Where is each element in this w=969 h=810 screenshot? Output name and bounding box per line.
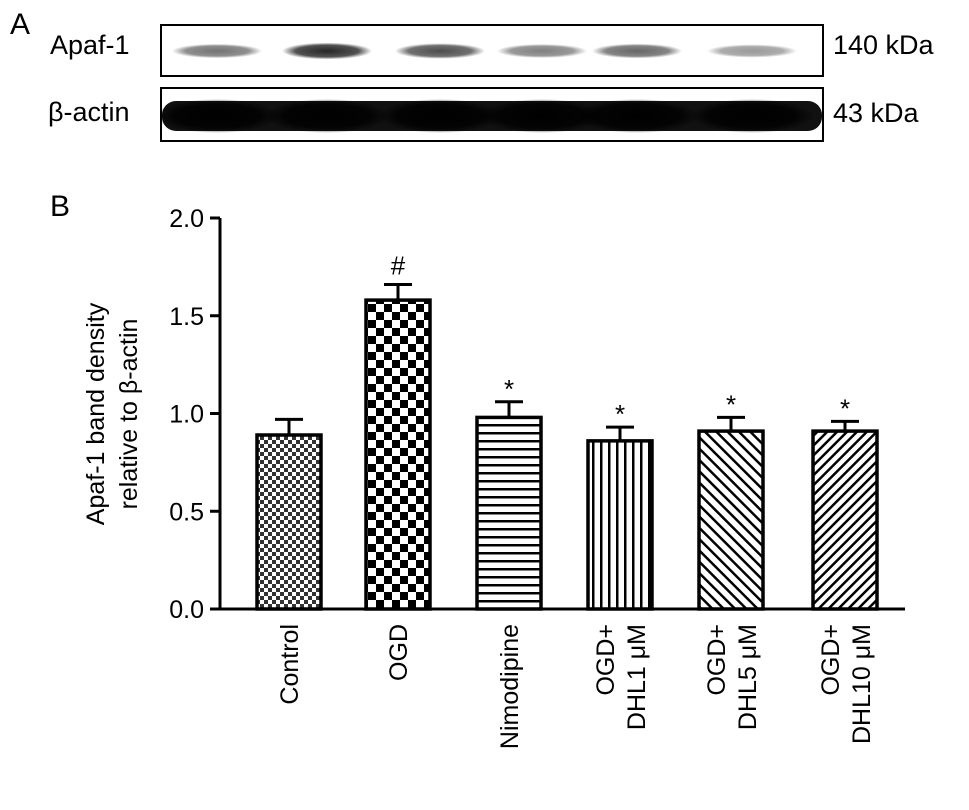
category-label: Nimodipine [496,624,524,749]
panel-b-letter: B [50,190,71,223]
bar [475,415,543,611]
bar [697,429,765,611]
y-tick-label: 0.0 [169,596,204,624]
blot-band [479,99,605,133]
blot-band [689,99,815,133]
category-label: OGD+ DHL10 μM [817,624,876,744]
category-label: OGD+ DHL1 μM [592,624,651,730]
blot-band [162,99,280,133]
blot-band [282,42,372,60]
bar [255,433,323,611]
blot-band [707,44,797,58]
bar [364,298,432,611]
apaf1-bands [172,42,797,60]
y-tick-label: 1.5 [169,303,204,331]
category-label: OGD+ DHL5 μM [703,624,762,730]
y-tick-label: 1.0 [169,401,204,429]
category-label: Control [276,624,304,705]
y-tick-label: 0.5 [169,498,204,526]
significance-marker: * [840,393,850,423]
actin-bands [162,99,822,133]
significance-marker: * [615,399,625,429]
blot-mw-actin: 43 kDa [833,98,919,128]
significance-marker: * [726,389,736,419]
blot-mw-apaf1: 140 kDa [833,30,934,60]
blot-label-apaf1: Apaf-1 [50,30,130,60]
y-tick-label: 2.0 [169,205,204,233]
blot-band [172,43,262,59]
bar [811,429,879,611]
blot-band [592,43,682,59]
apaf1-blot [160,24,824,77]
category-label: OGD [385,624,413,681]
blot-band [377,99,503,133]
panel-a-letter: A [10,8,31,41]
y-axis-title: Apaf-1 band density relative to β-actin [82,302,143,525]
blot-label-actin: β-actin [48,97,130,127]
blot-band [574,99,700,133]
significance-marker: * [504,374,514,404]
bar [586,439,654,611]
actin-blot [160,87,824,142]
blot-band [497,44,587,58]
blot-band [395,43,485,59]
blot-band [264,99,390,133]
significance-marker: # [391,250,406,280]
